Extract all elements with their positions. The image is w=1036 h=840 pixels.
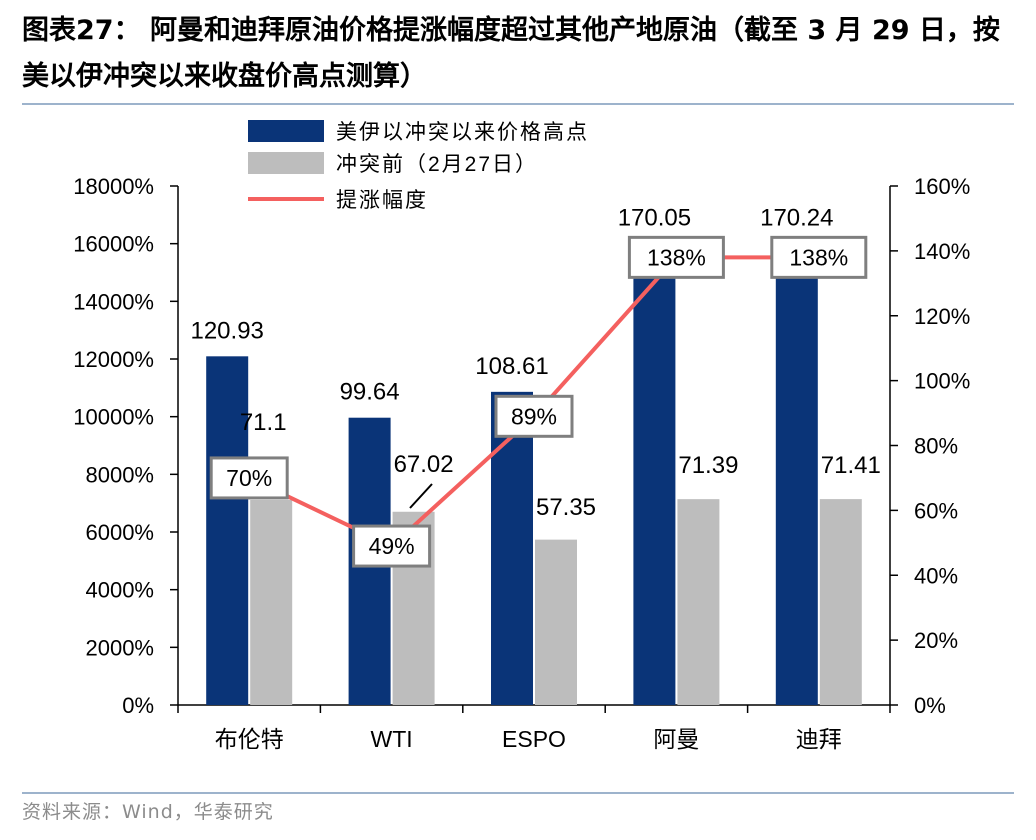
chart-title: 图表27： 阿曼和迪拜原油价格提涨幅度超过其他产地原油（截至 3 月 29 日，… xyxy=(22,15,1000,92)
rise-label: 138% xyxy=(647,244,706,270)
right-tick-label: 120% xyxy=(914,304,970,329)
category-labels: 布伦特 WTI ESPO 阿曼 迪拜 xyxy=(215,726,842,752)
category-label: 阿曼 xyxy=(653,726,699,752)
bar-label-price-high: 99.64 xyxy=(340,379,400,406)
bar-label-pre-conflict: 71.1 xyxy=(240,409,287,436)
legend-label: 提涨幅度 xyxy=(336,189,428,212)
left-tick-label: 8000% xyxy=(85,462,154,487)
rise-label-box xyxy=(494,394,574,438)
bar-series xyxy=(206,243,862,705)
bar-pre-conflict xyxy=(677,499,720,705)
rise-label: 70% xyxy=(226,465,272,491)
legend-swatch xyxy=(248,120,324,142)
bar-label-price-high: 120.93 xyxy=(190,317,263,344)
left-tick-label: 12000% xyxy=(73,347,154,372)
right-tick-label: 20% xyxy=(914,628,958,653)
right-tick-label: 140% xyxy=(914,239,970,264)
left-tick-label: 18000% xyxy=(73,174,154,199)
footer-divider xyxy=(22,792,1014,794)
right-tick-label: 80% xyxy=(914,434,958,459)
bar-price-high xyxy=(206,356,249,705)
bar-label-price-high: 170.24 xyxy=(760,205,833,232)
bar-label-price-high: 170.05 xyxy=(618,205,691,232)
title-divider xyxy=(22,103,1014,105)
bar-pre-conflict xyxy=(535,539,577,705)
bar-price-high xyxy=(633,243,676,705)
rise-label-box xyxy=(209,456,289,500)
bar-label-price-high: 108.61 xyxy=(475,353,548,380)
right-tick-label: 100% xyxy=(914,369,970,394)
combo-chart: 0% 2000% 4000% 6000% 8000% 10000% 12000% 14000%… xyxy=(73,120,970,752)
right-tick-label: 160% xyxy=(914,174,970,199)
bar-price-high xyxy=(491,391,533,705)
bar-label-pre-conflict: 71.39 xyxy=(678,452,738,479)
bar-price-high xyxy=(775,243,818,705)
bar-label-pre-conflict: 57.35 xyxy=(536,494,596,521)
rise-label: 49% xyxy=(369,533,415,559)
right-tick-label: 0% xyxy=(914,693,946,718)
left-tick-label: 10000% xyxy=(73,405,154,430)
category-label: 迪拜 xyxy=(796,726,842,752)
left-tick-label: 2000% xyxy=(85,635,154,660)
line-series: 70% 49% 89% 138% 138% xyxy=(209,235,868,568)
left-axis: 0% 2000% 4000% 6000% 8000% 10000% 12000% 14000%… xyxy=(73,174,891,718)
label-leader-line xyxy=(409,483,433,509)
rise-label-box xyxy=(627,235,725,279)
bar-pre-conflict xyxy=(819,499,862,705)
rise-label-box xyxy=(770,235,868,279)
bar-value-labels: 120.93 71.1 99.64 67.02 108.61 57.35 170.05 71.… xyxy=(190,205,880,521)
left-tick-label: 6000% xyxy=(85,520,154,545)
category-label: ESPO xyxy=(502,726,566,752)
rise-label: 138% xyxy=(789,244,848,270)
right-tick-label: 40% xyxy=(914,563,958,588)
category-label: 布伦特 xyxy=(215,726,284,752)
source-note: 资料来源：Wind，华泰研究 xyxy=(22,801,274,823)
left-tick-label: 14000% xyxy=(73,289,154,314)
legend-swatch xyxy=(248,152,324,174)
rise-label-box xyxy=(352,524,432,568)
bar-label-pre-conflict: 71.41 xyxy=(821,452,881,479)
right-tick-label: 60% xyxy=(914,498,958,523)
right-axis: 0% 20% 40% 60% 80% 100% 120% 140% 160% xyxy=(889,174,970,718)
legend-label: 冲突前（2月27日） xyxy=(336,153,538,176)
category-label: WTI xyxy=(371,726,413,752)
left-tick-label: 4000% xyxy=(85,578,154,603)
legend-label: 美伊以冲突以来价格高点 xyxy=(336,121,589,144)
bar-pre-conflict xyxy=(250,499,293,705)
rise-label: 89% xyxy=(511,403,557,429)
left-tick-label: 16000% xyxy=(73,232,154,257)
left-tick-label: 0% xyxy=(122,693,154,718)
bar-label-pre-conflict: 67.02 xyxy=(394,451,454,478)
